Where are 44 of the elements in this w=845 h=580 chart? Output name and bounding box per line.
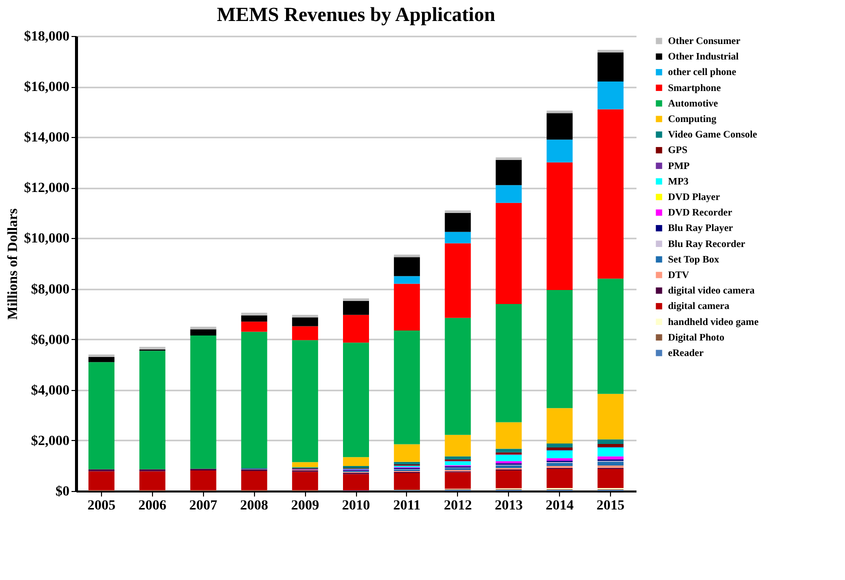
y-tick-label: $10,000 bbox=[24, 232, 70, 247]
y-tick-label: $14,000 bbox=[24, 130, 70, 146]
x-tick-label: 2008 bbox=[240, 498, 268, 514]
chart-title: MEMS Revenues by Application bbox=[216, 4, 496, 26]
x-tick-label: 2011 bbox=[393, 498, 421, 514]
legend-label: DTV bbox=[668, 270, 690, 281]
y-tick-label: $2,000 bbox=[31, 434, 70, 449]
y-tick-label: $0 bbox=[56, 484, 70, 500]
legend-label: PMP bbox=[668, 160, 690, 172]
legend-label: other cell phone bbox=[668, 67, 737, 78]
legend-label: Other Consumer bbox=[668, 36, 741, 47]
y-tick-label: $4,000 bbox=[31, 383, 70, 398]
legend-label: MP3 bbox=[668, 176, 689, 188]
x-tick-label: 2012 bbox=[444, 498, 472, 514]
y-tick-label: $18,000 bbox=[24, 30, 70, 44]
x-tick-label: 2013 bbox=[494, 498, 523, 514]
legend-label: Set Top Box bbox=[668, 254, 720, 266]
legend-label: Other Industrial bbox=[668, 52, 739, 63]
y-tick-label: $8,000 bbox=[31, 282, 70, 298]
x-tick-label: 2010 bbox=[342, 498, 370, 514]
legend-label: Smartphone bbox=[668, 82, 722, 94]
y-axis-title: Millions of Dollars bbox=[6, 208, 21, 320]
x-tick-label: 2005 bbox=[87, 498, 116, 514]
legend-label: Automotive bbox=[668, 98, 719, 110]
legend-label: Digital Photo bbox=[668, 332, 724, 344]
legend-label: DVD Recorder bbox=[668, 208, 733, 219]
x-tick-label: 2015 bbox=[596, 498, 625, 514]
legend-label: Video Game Console bbox=[668, 130, 758, 141]
legend-label: GPS bbox=[668, 145, 688, 156]
x-tick-label: 2014 bbox=[546, 498, 574, 514]
legend-label: handheld video game bbox=[668, 316, 760, 328]
legend-label: DVD Player bbox=[668, 192, 720, 203]
legend-label: Blu Ray Player bbox=[668, 223, 734, 234]
legend-label: Blu Ray Recorder bbox=[668, 238, 746, 250]
x-tick-label: 2009 bbox=[291, 498, 320, 514]
y-tick-label: $6,000 bbox=[31, 332, 70, 348]
y-tick-label: $16,000 bbox=[24, 80, 70, 96]
x-tick-label: 2006 bbox=[138, 498, 166, 514]
legend-label: Computing bbox=[668, 114, 716, 125]
y-tick-label: $12,000 bbox=[24, 181, 70, 196]
legend-label: eReader bbox=[668, 348, 704, 359]
legend-label: digital video camera bbox=[668, 286, 755, 297]
x-tick-label: 2007 bbox=[189, 498, 218, 514]
legend-label: digital camera bbox=[668, 301, 730, 312]
